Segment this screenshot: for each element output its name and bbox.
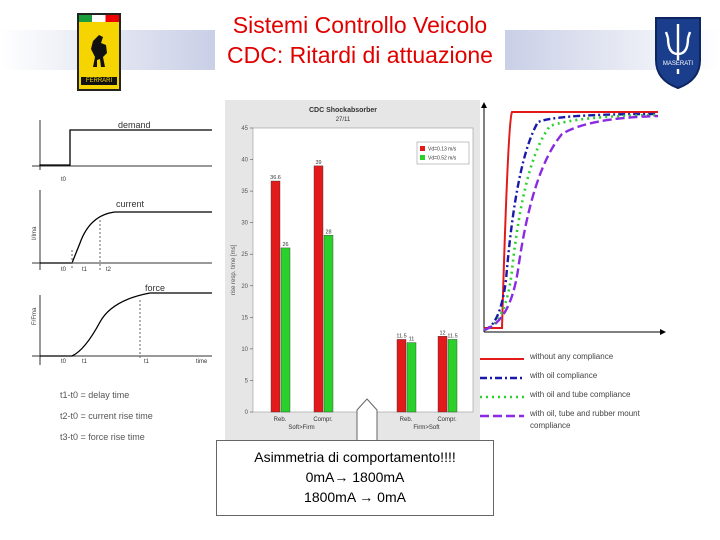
page-title: Sistemi Controllo Veicolo CDC: Ritardi d… [150, 10, 570, 70]
bar-legend-label: Vd=0.52 m/s [428, 156, 457, 162]
bar-chart: CDC Shockabsorber 27/11 0 5 10 15 20 25 30 35 40 45… [225, 100, 480, 440]
maserati-wordmark: MASERATI [662, 61, 694, 67]
t2-label: t2 [106, 267, 112, 273]
t1-label-c: t1 [82, 359, 88, 365]
title-line-2: CDC: Ritardi di attuazione [227, 42, 493, 68]
curve-full-compliance [483, 114, 659, 332]
timing-legend-item: t2-t0 = current rise time [60, 411, 153, 421]
y-tick-label: 15 [241, 315, 248, 321]
bar [437, 336, 448, 413]
curves-legend-label: compliance [530, 421, 571, 430]
group-label: Firm>Soft [413, 425, 440, 431]
y-tick-label: 45 [241, 126, 248, 132]
curves-legend-item: compliance [478, 421, 668, 435]
t1-label-c2: t1 [144, 359, 150, 365]
force-diagram [32, 292, 212, 365]
bar-data-label: 36.6 [270, 175, 281, 181]
note-box: Asimmetria di comportamento!!!! 0mA→ 180… [216, 440, 494, 516]
curves-legend-item: with oil, tube and rubber mount [478, 409, 668, 423]
force-curve [40, 292, 212, 357]
bar [270, 180, 281, 413]
chart-title: CDC Shockabsorber [309, 107, 377, 114]
x-tick-label: Compr. [313, 417, 333, 423]
curves-legend-label: without any compliance [530, 352, 614, 361]
bar-legend-swatch [420, 155, 425, 160]
group-label: Soft>Firm [288, 425, 314, 431]
curve-no-compliance [484, 111, 658, 329]
current-ylabel: I/Ima [32, 226, 38, 240]
x-tick-label: Reb. [274, 417, 287, 423]
ferrari-logo-icon: FERRARI [77, 13, 121, 91]
curves-legend-item: with oil compliance [478, 371, 668, 385]
current-diagram [32, 190, 212, 270]
x-tick-label: Reb. [400, 417, 413, 423]
bar-legend-swatch [420, 146, 425, 151]
timing-legend-item: t1-t0 = delay time [60, 390, 130, 400]
note-line-3: 1800mA → 0mA [304, 489, 406, 505]
y-axis-label: rise resp. time [ms] [231, 244, 237, 295]
bar [406, 342, 417, 413]
curves-legend-label: with oil compliance [530, 371, 598, 380]
bar-data-label: 26 [282, 242, 288, 248]
current-curve [40, 211, 212, 264]
y-tick-label: 5 [245, 378, 249, 384]
bar [396, 339, 407, 413]
curve-oil-compliance [483, 112, 659, 332]
y-tick-label: 10 [241, 347, 248, 353]
ferrari-wordmark: FERRARI [81, 77, 117, 85]
bar-legend-box [416, 141, 470, 165]
y-tick-label: 25 [241, 252, 248, 258]
curves-legend-label: with oil and tube compliance [530, 390, 631, 399]
curves-legend: without any compliance with oil complian… [478, 350, 668, 440]
bar-data-label: 28 [325, 229, 331, 235]
maserati-logo-icon: MASERATI [650, 14, 706, 90]
y-tick-label: 30 [241, 221, 248, 227]
curves-legend-item: without any compliance [478, 352, 668, 366]
bar [323, 235, 334, 413]
bar-data-label: 12 [439, 330, 445, 336]
y-tick-label: 40 [241, 158, 248, 164]
note-line-2: 0mA→ 1800mA [305, 469, 405, 485]
note-line-1: Asimmetria di comportamento!!!! [254, 449, 456, 465]
force-label: force [145, 283, 165, 293]
bar-legend-label: Vd=0.13 m/s [428, 147, 457, 153]
time-label: time [196, 359, 208, 365]
timing-diagram: demand current force t0 t0 t1 t2 t0 t1 t… [32, 120, 212, 365]
t0-label-a: t0 [61, 177, 67, 183]
t1-label: t1 [82, 267, 88, 273]
demand-curve [39, 129, 212, 166]
current-label: current [116, 199, 145, 209]
bar [280, 247, 291, 413]
bar-data-label: 11 [409, 337, 415, 343]
timing-legend: t1-t0 = delay time t2-t0 = current rise … [60, 385, 220, 448]
timing-legend-item: t3-t0 = force rise time [60, 432, 145, 442]
curves-legend-item: with oil and tube compliance [478, 390, 668, 404]
title-line-1: Sistemi Controllo Veicolo [232, 12, 488, 38]
curves-legend-label: with oil, tube and rubber mount [530, 409, 640, 418]
bar-data-label: 39 [315, 160, 321, 166]
bar-data-label: 11.5 [447, 333, 457, 339]
bar [447, 339, 458, 413]
y-tick-label: 0 [245, 410, 249, 416]
bar [313, 165, 324, 413]
curve-oil-tube-compliance [483, 113, 659, 332]
y-tick-label: 35 [241, 189, 248, 195]
demand-label: demand [118, 120, 151, 130]
chart-subtitle: 27/11 [336, 117, 351, 123]
t0-label-c: t0 [61, 359, 67, 365]
force-ylabel: F/Fma [32, 307, 38, 325]
y-tick-label: 20 [241, 284, 248, 290]
callout-pointer [356, 398, 378, 442]
t0-label-b: t0 [61, 267, 67, 273]
response-curves [481, 102, 666, 335]
x-tick-label: Compr. [437, 417, 457, 423]
demand-diagram [32, 120, 212, 170]
bar-data-label: 11.5 [396, 333, 406, 339]
